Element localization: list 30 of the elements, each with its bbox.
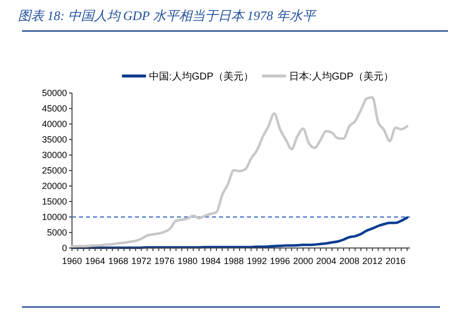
x-tick-label: 2000 [293,256,314,266]
x-tick-label: 1972 [131,256,152,266]
x-tick-label: 2008 [339,256,360,266]
x-tick-label: 1964 [85,256,106,266]
x-tick-label: 1960 [62,256,82,266]
y-tick-label: 30000 [42,150,67,160]
x-tick-label: 1968 [108,256,128,266]
y-tick-label: 25000 [42,166,67,176]
x-tick-label: 1996 [270,256,290,266]
line-series [70,96,408,248]
x-tick-label: 1992 [246,256,267,266]
y-tick-label: 45000 [42,104,67,114]
x-tick-label: 1988 [224,256,244,266]
legend-label: 中国:人均GDP（美元） [149,70,254,82]
y-tick-label: 20000 [42,181,67,192]
y-tick-label: 50000 [42,88,67,98]
x-tick-label: 1984 [200,256,221,266]
legend-label: 日本:人均GDP（美元） [289,70,394,82]
x-tick-label: 2004 [316,256,336,266]
x-tick-label: 2012 [362,256,382,266]
chart-title: 图表 18: 中国人均 GDP 水平相当于日本 1978 年水平 [18,8,318,23]
y-tick-label: 35000 [42,134,67,145]
y-tick-label: 5000 [46,228,67,238]
x-tick-label: 1976 [154,256,174,266]
x-tick-label: 2016 [386,256,406,266]
y-tick-label: 0 [62,243,67,254]
y-tick-label: 40000 [42,119,67,130]
y-tick-label: 15000 [42,196,67,207]
y-tick-label: 10000 [42,212,67,222]
x-tick-label: 1980 [178,256,198,266]
